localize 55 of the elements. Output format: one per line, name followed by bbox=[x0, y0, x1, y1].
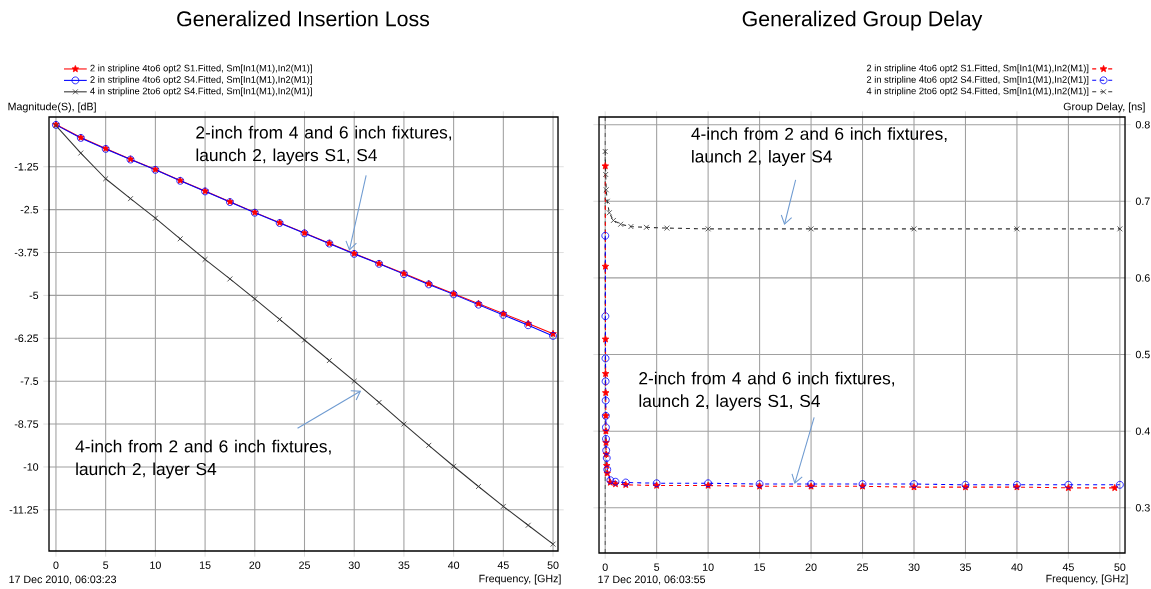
annotation: 2-inch from 4 and 6 inch fixtures, launch 2, layers S1, S4 bbox=[639, 371, 895, 411]
x-tick-label: 40 bbox=[1011, 563, 1023, 571]
chart-title: Generalized Insertion Loss bbox=[177, 10, 430, 27]
y-tick-label: -5 bbox=[29, 291, 39, 300]
y-tick-label: -7.5 bbox=[20, 377, 39, 385]
x-tick-label: 25 bbox=[299, 561, 310, 569]
y-tick-label: -3.75 bbox=[14, 248, 39, 257]
x-tick-label: 15 bbox=[754, 563, 766, 571]
x-tick-label: 5 bbox=[103, 561, 109, 569]
x-tick-label: 50 bbox=[547, 561, 559, 569]
x-tick-label: 45 bbox=[497, 561, 509, 569]
y-tick-label: 0.6 bbox=[1135, 274, 1150, 282]
legend-label: 4 in stripline 2to6 opt2 S4.Fitted, Sm[In1(M1),In2(M1)] bbox=[90, 87, 312, 97]
x-tick-label: 35 bbox=[959, 563, 971, 571]
y-tick-label: 0.8 bbox=[1135, 120, 1150, 129]
x-tick-label: 0 bbox=[53, 561, 59, 569]
x-tick-label: 20 bbox=[249, 561, 261, 569]
annotation: 4-inch from 2 and 6 inch fixtures, launch 2, layer S4 bbox=[691, 127, 947, 167]
x-tick-label: 0 bbox=[602, 563, 608, 571]
x-tick-label: 25 bbox=[857, 563, 869, 571]
y-tick-label: -1.25 bbox=[14, 162, 39, 171]
y-tick-label: -10 bbox=[23, 463, 39, 471]
y-tick-label: -2.5 bbox=[20, 205, 39, 214]
legend-label: 4 in stripline 2to6 opt2 S4.Fitted, Sm[In1(M1),In2(M1)] bbox=[866, 87, 1089, 97]
x-tick-label: 20 bbox=[805, 563, 817, 571]
x-tick-label: 15 bbox=[199, 561, 211, 569]
annotation: 4-inch from 2 and 6 inch fixtures, launch 2, layer S4 bbox=[75, 439, 331, 479]
x-axis-title: Frequency, [GHz] bbox=[1046, 574, 1128, 585]
y-tick-label: -11.25 bbox=[9, 506, 39, 514]
x-tick-label: 40 bbox=[447, 561, 460, 569]
legend-label: 2 in stripline 4to6 opt2 S1.Fitted, Sm[In1(M1),In2(M1)] bbox=[90, 64, 312, 74]
x-tick-label: 10 bbox=[703, 563, 714, 571]
legend-label: 2 in stripline 4to6 opt2 S4.Fitted, Sm[In1(M1),In2(M1)] bbox=[90, 76, 312, 85]
x-tick-label: 35 bbox=[398, 561, 410, 569]
x-tick-label: 5 bbox=[654, 563, 660, 571]
x-tick-label: 30 bbox=[348, 561, 360, 569]
chart-title: Generalized Group Delay bbox=[742, 10, 983, 31]
y-tick-label: 0.3 bbox=[1135, 504, 1150, 512]
x-tick-label: 50 bbox=[1114, 563, 1126, 571]
x-tick-label: 45 bbox=[1062, 563, 1074, 571]
x-tick-label: 10 bbox=[150, 561, 161, 569]
y-tick-label: -8.75 bbox=[14, 420, 39, 428]
x-tick-label: 30 bbox=[908, 563, 920, 571]
text: 17 Dec 2010, 06:03:55 bbox=[598, 575, 706, 585]
annotation: 2-inch from 4 and 6 inch fixtures, launch 2, layers S1, S4 bbox=[196, 125, 452, 165]
y-axis-title: Group Delay, [ns] bbox=[1063, 102, 1145, 113]
legend-label: 2 in stripline 4to6 opt2 S4.Fitted, Sm[In1(M1),In2(M1)] bbox=[866, 75, 1089, 85]
y-tick-label: 0.4 bbox=[1135, 427, 1150, 435]
y-tick-label: 0.5 bbox=[1135, 350, 1150, 359]
y-tick-label: -6.25 bbox=[14, 334, 39, 343]
text: 17 Dec 2010, 06:03:23 bbox=[9, 575, 117, 585]
y-axis-title: Magnitude(S), [dB] bbox=[8, 102, 96, 113]
legend-label: 2 in stripline 4to6 opt2 S1.Fitted, Sm[In1(M1),In2(M1)] bbox=[866, 64, 1089, 74]
x-axis-title: Frequency, [GHz] bbox=[479, 574, 561, 585]
y-tick-label: 0.7 bbox=[1135, 197, 1150, 206]
